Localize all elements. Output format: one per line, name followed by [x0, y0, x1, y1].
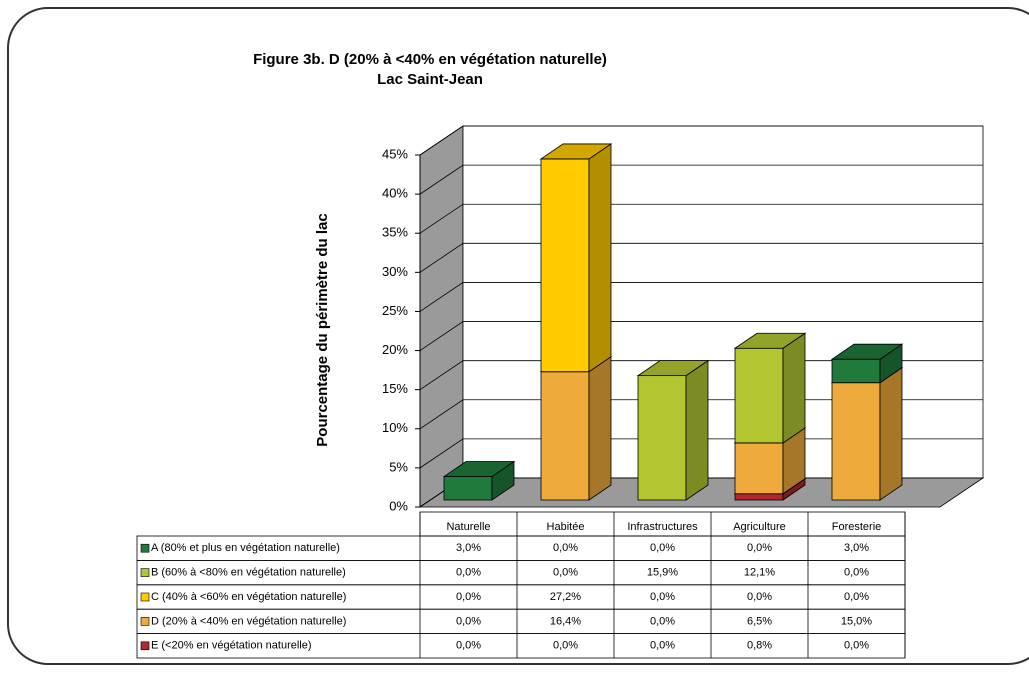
y-tick-label: 40%: [382, 186, 408, 201]
legend-label: C (40% à <60% en végétation naturelle): [151, 591, 346, 603]
legend-label: B (60% à <80% en végétation naturelle): [151, 567, 346, 579]
bar-segment: [540, 158, 590, 373]
table-value: 0,0%: [456, 640, 481, 652]
table-value: 0,0%: [844, 640, 869, 652]
table-value: 0,0%: [456, 567, 481, 579]
grid-line: [419, 125, 983, 156]
legend-swatch: [140, 543, 150, 553]
table-value: 15,9%: [647, 567, 678, 579]
side-wall: [419, 125, 464, 508]
y-tick-label: 35%: [382, 225, 408, 240]
bar-top: [636, 360, 710, 377]
grid-line: [419, 321, 983, 351]
table-value: 3,0%: [456, 542, 481, 554]
legend-swatch: [140, 641, 150, 651]
grid-line: [419, 360, 983, 390]
table-value: 0,0%: [456, 615, 481, 627]
table-value: 0,0%: [844, 591, 869, 603]
y-tick-label: 45%: [382, 146, 408, 161]
table-value: 0,0%: [650, 542, 675, 554]
bar-top: [733, 332, 807, 349]
legend-label: A (80% et plus en végétation naturelle): [151, 542, 340, 554]
table-value: 0,0%: [456, 591, 481, 603]
grid-line: [419, 282, 983, 312]
bar-top: [539, 143, 613, 160]
x-tick-label: Foresterie: [832, 521, 882, 533]
y-tick-label: 25%: [382, 303, 408, 318]
y-tick-label: 5%: [389, 459, 408, 474]
bar-top: [830, 343, 904, 360]
y-axis-label: Pourcentage du périmètre du lac: [314, 213, 331, 446]
y-tick-label: 15%: [382, 381, 408, 396]
table-value: 0,0%: [844, 567, 869, 579]
table-value: 15,0%: [841, 615, 872, 627]
bar-side: [685, 359, 709, 501]
table-value: 0,0%: [553, 567, 578, 579]
x-tick-label: Infrastructures: [627, 521, 698, 533]
bar-segment: [540, 371, 590, 501]
table-value: 0,0%: [747, 591, 772, 603]
legend-label: E (<20% en végétation naturelle): [151, 640, 312, 652]
bar-segment: [734, 493, 784, 501]
table-value: 12,1%: [744, 567, 775, 579]
table-value: 27,2%: [550, 591, 581, 603]
table-value: 0,0%: [553, 542, 578, 554]
y-tick-label: 0%: [389, 498, 408, 513]
chart-subtitle: Lac Saint-Jean: [377, 71, 483, 88]
table-value: 0,0%: [553, 640, 578, 652]
bar-segment: [831, 382, 881, 501]
table-value: 0,0%: [650, 591, 675, 603]
y-tick-label: 10%: [382, 420, 408, 435]
x-tick-label: Agriculture: [733, 521, 786, 533]
legend-swatch: [140, 568, 150, 577]
table-value: 0,0%: [650, 615, 675, 627]
grid-line: [419, 203, 983, 234]
bar-side: [588, 355, 612, 501]
table-value: 16,4%: [550, 615, 581, 627]
bar-top: [442, 461, 516, 477]
bar-segment: [734, 347, 784, 444]
bar-segment: [831, 358, 881, 384]
bar-segment: [443, 476, 493, 501]
grid-line: [419, 438, 983, 469]
y-tick-label: 20%: [382, 342, 408, 357]
bar-side: [588, 143, 612, 373]
legend-label: D (20% à <40% en végétation naturelle): [151, 615, 346, 627]
bar-segment: [734, 442, 784, 495]
table-value: 0,0%: [650, 640, 675, 652]
table-value: 0,8%: [747, 640, 772, 652]
legend-swatch: [140, 617, 150, 626]
chart-title: Figure 3b. D (20% à <40% en végétation n…: [253, 51, 607, 68]
x-tick-label: Naturelle: [446, 521, 490, 533]
grid-line: [419, 399, 983, 430]
bar-side: [879, 366, 903, 501]
table-value: 6,5%: [747, 615, 772, 627]
x-tick-label: Habitée: [547, 521, 585, 533]
table-value: 0,0%: [747, 542, 772, 554]
legend-swatch: [140, 592, 150, 602]
bar-side: [782, 332, 806, 444]
table-value: 3,0%: [844, 542, 869, 554]
grid-line: [419, 242, 983, 273]
grid-line: [419, 164, 983, 195]
bar-segment: [637, 375, 687, 501]
y-tick-label: 30%: [382, 264, 408, 279]
